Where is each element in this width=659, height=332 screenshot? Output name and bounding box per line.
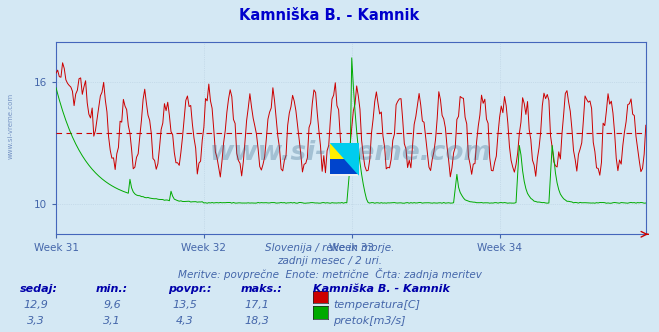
- Text: Kamniška B. - Kamnik: Kamniška B. - Kamnik: [239, 8, 420, 23]
- Text: Slovenija / reke in morje.: Slovenija / reke in morje.: [265, 243, 394, 253]
- Bar: [330, 144, 359, 159]
- Text: maks.:: maks.:: [241, 284, 283, 294]
- Text: pretok[m3/s]: pretok[m3/s]: [333, 316, 405, 326]
- Text: povpr.:: povpr.:: [168, 284, 212, 294]
- Text: Meritve: povprečne  Enote: metrične  Črta: zadnja meritev: Meritve: povprečne Enote: metrične Črta:…: [177, 268, 482, 280]
- Text: www.si-vreme.com: www.si-vreme.com: [210, 140, 492, 166]
- Text: 3,3: 3,3: [28, 316, 45, 326]
- Bar: [330, 159, 359, 174]
- Text: 17,1: 17,1: [244, 300, 270, 310]
- Text: sedaj:: sedaj:: [20, 284, 58, 294]
- Text: 3,1: 3,1: [103, 316, 121, 326]
- Text: 4,3: 4,3: [176, 316, 193, 326]
- Text: Kamniška B. - Kamnik: Kamniška B. - Kamnik: [313, 284, 450, 294]
- Text: 9,6: 9,6: [103, 300, 121, 310]
- Text: temperatura[C]: temperatura[C]: [333, 300, 420, 310]
- Text: min.:: min.:: [96, 284, 128, 294]
- Text: 18,3: 18,3: [244, 316, 270, 326]
- Polygon shape: [330, 143, 359, 176]
- Text: www.si-vreme.com: www.si-vreme.com: [8, 93, 14, 159]
- Text: 12,9: 12,9: [24, 300, 49, 310]
- Text: 13,5: 13,5: [172, 300, 197, 310]
- Text: zadnji mesec / 2 uri.: zadnji mesec / 2 uri.: [277, 256, 382, 266]
